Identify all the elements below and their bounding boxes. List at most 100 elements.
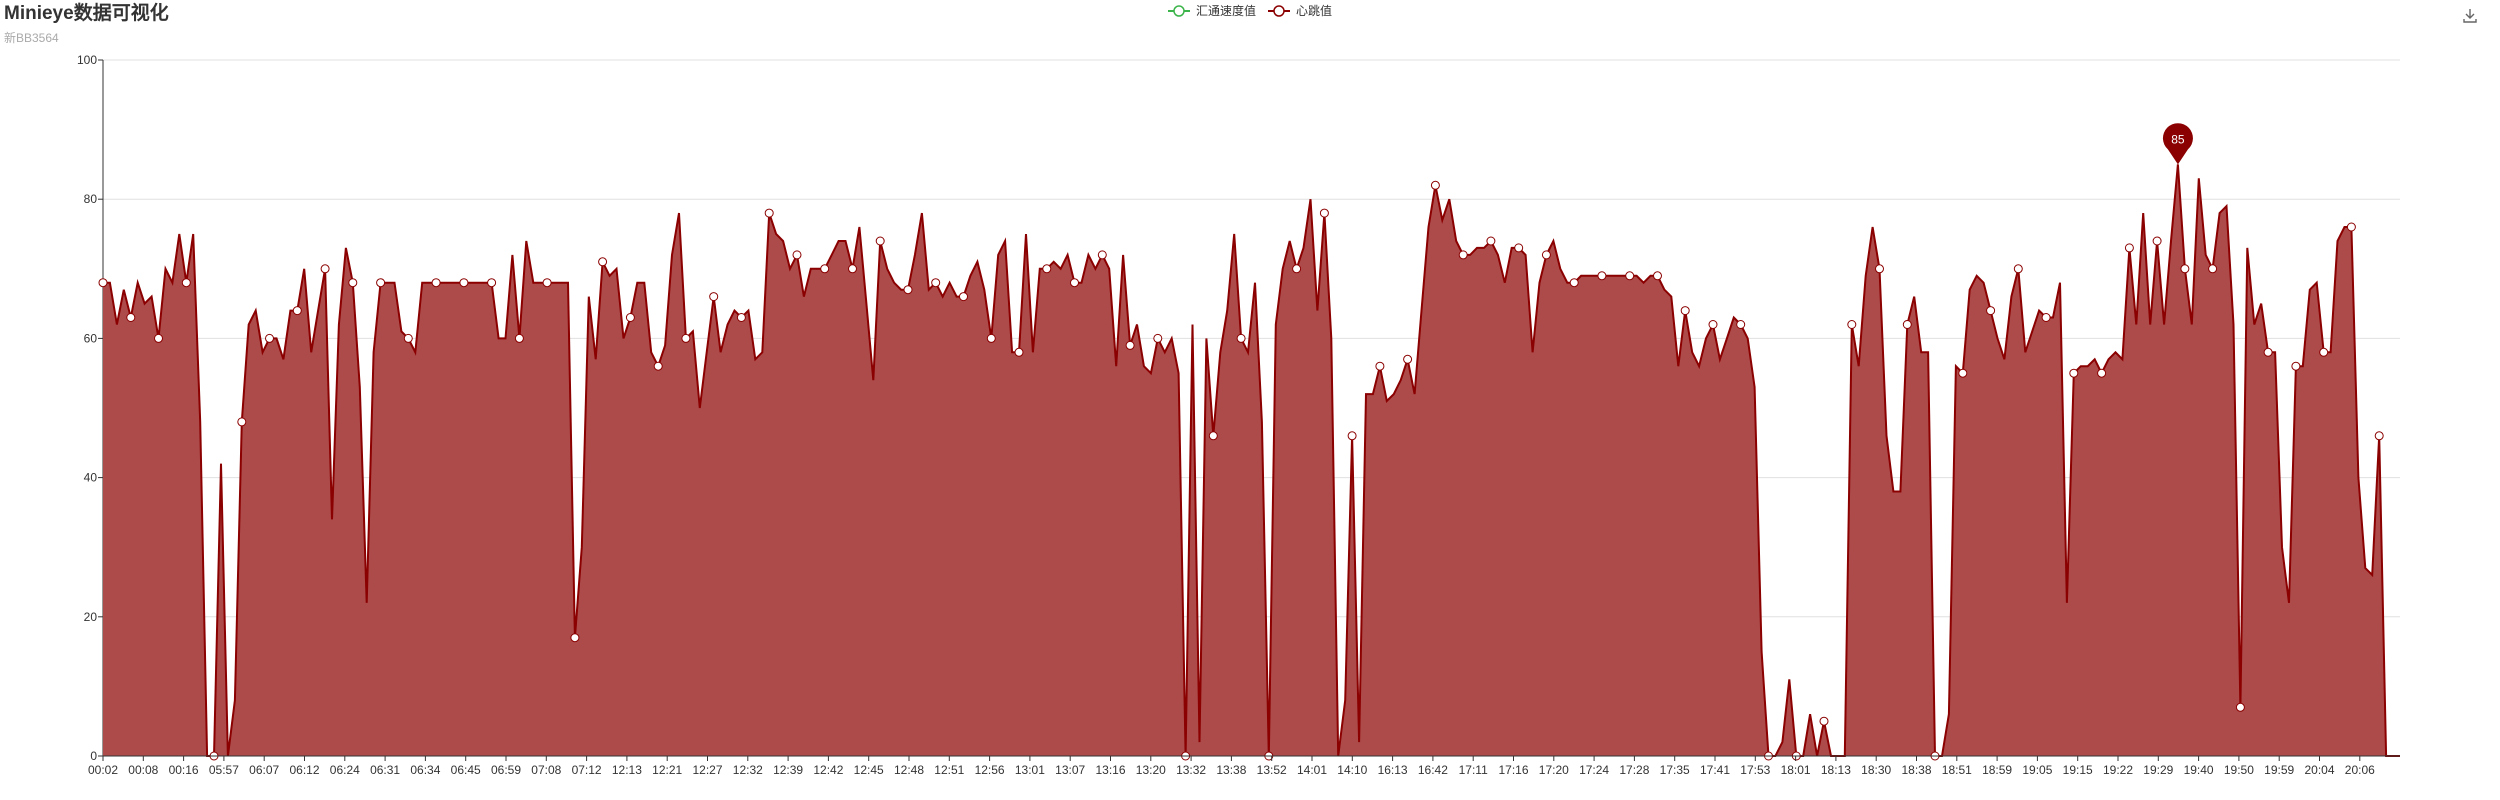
data-point[interactable]	[1042, 264, 1052, 274]
x-tick-label: 13:07	[1055, 763, 1085, 777]
data-point[interactable]	[2235, 702, 2245, 712]
data-point[interactable]	[1819, 716, 1829, 726]
x-tick-label: 14:01	[1297, 763, 1327, 777]
data-point[interactable]	[1986, 306, 1996, 316]
data-point[interactable]	[1014, 347, 1024, 357]
data-point[interactable]	[1902, 320, 1912, 329]
data-point[interactable]	[848, 264, 857, 274]
data-point[interactable]	[459, 278, 469, 288]
data-point[interactable]	[431, 278, 441, 288]
data-point[interactable]	[1375, 361, 1385, 371]
data-point[interactable]	[487, 278, 497, 288]
data-point[interactable]	[1458, 250, 1468, 260]
data-point[interactable]	[154, 333, 163, 343]
data-point[interactable]	[1625, 271, 1635, 281]
data-point[interactable]	[2097, 368, 2107, 378]
data-point[interactable]	[1208, 431, 1218, 441]
data-point[interactable]	[376, 278, 386, 288]
data-point[interactable]	[986, 333, 996, 343]
data-point[interactable]	[1236, 333, 1246, 343]
legend-item-series2[interactable]: 心跳值	[1268, 3, 1332, 18]
data-point[interactable]	[2069, 368, 2079, 378]
data-point[interactable]	[2013, 264, 2023, 274]
data-point[interactable]	[98, 278, 108, 288]
data-point[interactable]	[2124, 243, 2134, 253]
data-point[interactable]	[2152, 236, 2162, 246]
data-point[interactable]	[292, 306, 302, 316]
data-point[interactable]	[1958, 368, 1968, 378]
data-point[interactable]	[265, 333, 274, 343]
data-point[interactable]	[625, 313, 635, 322]
x-tick-label: 13:16	[1095, 763, 1125, 777]
data-point[interactable]	[2291, 361, 2301, 371]
x-tick-label: 19:22	[2103, 763, 2133, 777]
download-icon[interactable]	[2462, 8, 2478, 24]
markpoint: 85	[2162, 123, 2193, 165]
data-point[interactable]	[875, 236, 885, 246]
data-point[interactable]	[2319, 347, 2329, 357]
legend-item-series1[interactable]: 汇通速度值	[1168, 3, 1256, 18]
data-point[interactable]	[2208, 264, 2218, 274]
data-point[interactable]	[1569, 278, 1579, 288]
data-point[interactable]	[2346, 222, 2356, 232]
data-point[interactable]	[2041, 313, 2051, 322]
x-tick-label: 00:02	[88, 763, 118, 777]
data-point[interactable]	[1847, 320, 1857, 329]
data-point[interactable]	[764, 208, 774, 218]
data-point[interactable]	[1736, 320, 1746, 329]
data-point[interactable]	[903, 285, 913, 295]
x-tick-label: 19:50	[2224, 763, 2254, 777]
data-point[interactable]	[1653, 271, 1662, 281]
data-point[interactable]	[403, 333, 413, 343]
data-point[interactable]	[1708, 320, 1718, 329]
data-point[interactable]	[1070, 278, 1079, 288]
data-points	[98, 180, 2384, 761]
data-point[interactable]	[820, 264, 830, 274]
x-tick-label: 18:51	[1942, 763, 1972, 777]
data-point[interactable]	[653, 361, 663, 371]
data-point[interactable]	[1875, 264, 1884, 274]
data-point[interactable]	[1430, 180, 1440, 190]
data-point[interactable]	[736, 313, 746, 322]
markpoint-pin[interactable]	[2162, 123, 2193, 165]
data-point[interactable]	[514, 333, 524, 343]
data-point[interactable]	[598, 257, 608, 267]
data-point[interactable]	[1097, 250, 1107, 260]
data-point[interactable]	[1403, 354, 1413, 364]
data-point[interactable]	[1541, 250, 1551, 260]
x-tick-label: 18:59	[1982, 763, 2012, 777]
data-point[interactable]	[959, 292, 968, 302]
data-point[interactable]	[2374, 431, 2384, 441]
x-tick-label: 17:35	[1660, 763, 1690, 777]
data-point[interactable]	[931, 278, 941, 288]
x-tick-label: 13:20	[1136, 763, 1166, 777]
data-point[interactable]	[709, 292, 719, 302]
data-point[interactable]	[2180, 264, 2190, 274]
data-point[interactable]	[1597, 271, 1607, 281]
data-point[interactable]	[1514, 243, 1524, 253]
data-point[interactable]	[1153, 333, 1163, 343]
x-tick-label: 06:34	[410, 763, 440, 777]
x-tick-label: 19:29	[2143, 763, 2173, 777]
data-point[interactable]	[2263, 347, 2273, 357]
data-point[interactable]	[348, 278, 358, 288]
data-point[interactable]	[570, 633, 580, 643]
x-tick-label: 19:15	[2063, 763, 2093, 777]
data-point[interactable]	[1680, 306, 1690, 316]
data-point[interactable]	[181, 278, 191, 288]
data-point[interactable]	[542, 278, 552, 288]
data-point[interactable]	[681, 333, 691, 343]
data-point[interactable]	[792, 250, 802, 260]
data-point[interactable]	[320, 264, 330, 274]
x-tick-label: 17:28	[1619, 763, 1649, 777]
data-point[interactable]	[237, 417, 247, 427]
data-point[interactable]	[1347, 431, 1357, 441]
data-point[interactable]	[126, 313, 136, 322]
x-tick-label: 12:21	[652, 763, 682, 777]
data-point[interactable]	[1486, 236, 1496, 246]
x-tick-label: 18:38	[1901, 763, 1931, 777]
data-point[interactable]	[1292, 264, 1302, 274]
data-point[interactable]	[1319, 208, 1329, 218]
y-tick-label: 20	[84, 610, 98, 624]
data-point[interactable]	[1125, 340, 1135, 350]
